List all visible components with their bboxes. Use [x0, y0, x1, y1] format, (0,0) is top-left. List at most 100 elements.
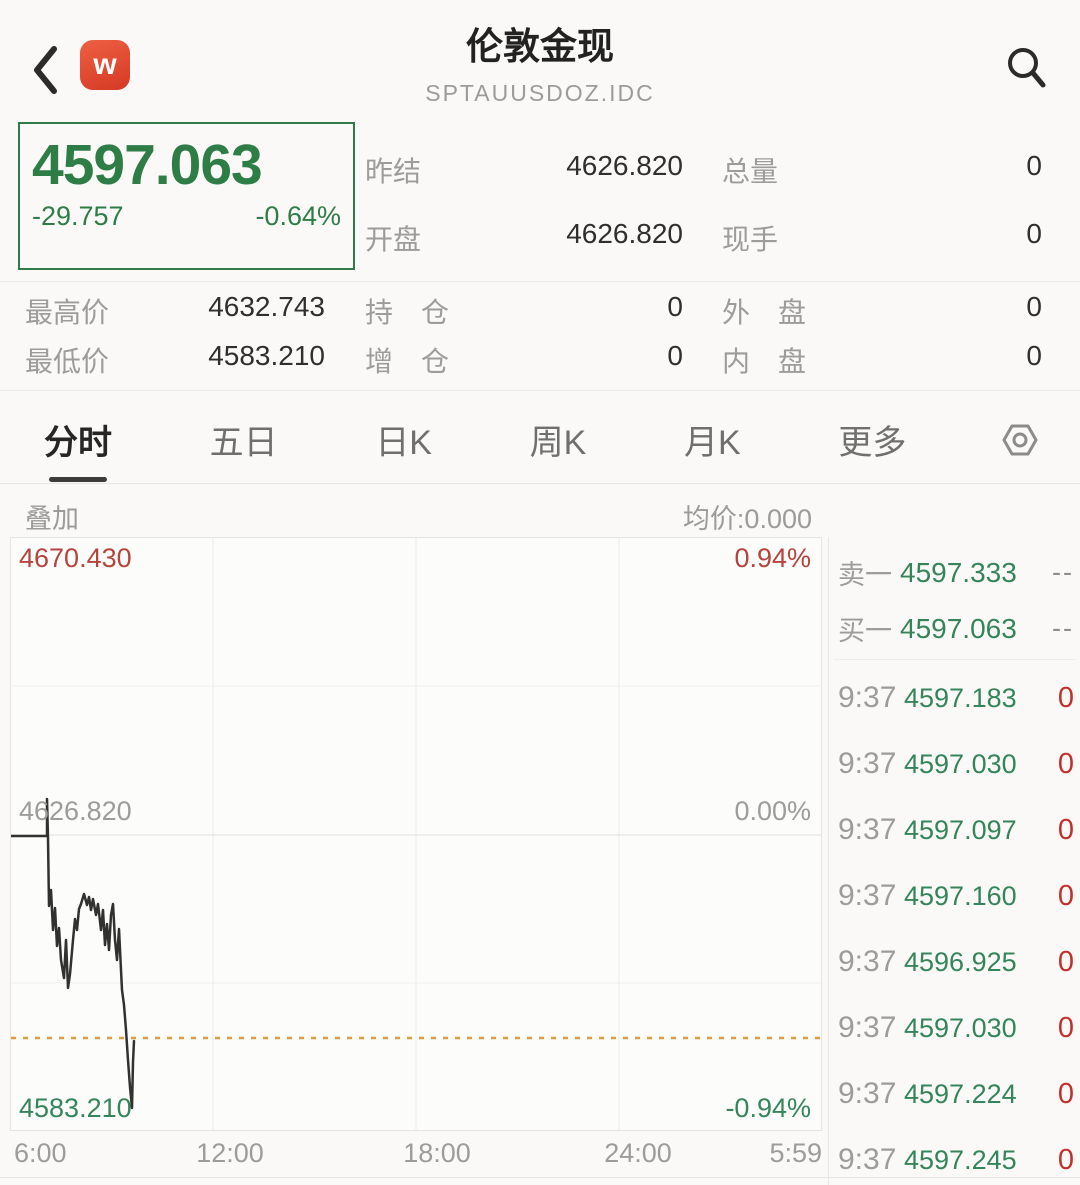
trade-row[interactable]: 9:37 4597.183 0 [832, 665, 1080, 731]
tab-weekly-k[interactable]: 周K [524, 397, 593, 482]
high-value: 4632.743 [208, 291, 325, 322]
active-tab-underline [49, 477, 107, 482]
avg-price-label: 均价:0.000 [682, 504, 812, 534]
trade-volume: 0 [1057, 747, 1074, 780]
tab-monthly-k-label: 月K [684, 424, 741, 462]
trade-price: 4597.097 [904, 814, 1017, 845]
trade-row[interactable]: 9:37 4597.097 0 [832, 797, 1080, 863]
trade-time: 9:37 [838, 1077, 897, 1110]
chart-settings-icon[interactable] [998, 418, 1042, 462]
page-title: 伦敦金现 [466, 26, 614, 67]
trade-row[interactable]: 9:37 4597.030 0 [832, 995, 1080, 1061]
trade-time: 9:37 [838, 681, 897, 714]
last-price-box: 4597.063 -29.757 -0.64% [18, 122, 355, 270]
trade-time: 9:37 [838, 747, 897, 780]
prev-settle-value: 4626.820 [566, 150, 683, 181]
x-axis: 6:00 12:00 18:00 24:00 5:59 [10, 1138, 822, 1174]
order-book-panel: 卖一 4597.333 -- 买一 4597.063 -- 9:37 4597.… [832, 537, 1080, 1185]
price-change: -29.757 [32, 201, 124, 231]
trade-row[interactable]: 9:37 4597.245 0 [832, 1127, 1080, 1185]
trade-volume: 0 [1057, 1011, 1074, 1044]
ask-volume: -- [1052, 557, 1074, 587]
high-label: 最高价 [25, 297, 110, 328]
search-icon [1008, 48, 1046, 88]
tab-five-day[interactable]: 五日 [204, 397, 284, 482]
period-tabbar: 分时 五日 日K 周K 月K 更多 [0, 396, 1080, 484]
open-interest-value: 0 [667, 291, 683, 322]
overlay-button[interactable]: 叠加 [25, 504, 79, 534]
x-tick: 24:00 [604, 1138, 672, 1168]
tab-daily-k-label: 日K [375, 424, 432, 462]
trade-time: 9:37 [838, 813, 897, 846]
total-vol-value: 0 [1026, 150, 1042, 181]
low-label: 最低价 [25, 346, 110, 377]
y-label-zero-pct: 0.00% [734, 796, 811, 826]
tab-more-label: 更多 [838, 424, 907, 462]
trade-time: 9:37 [838, 945, 897, 978]
trade-price: 4596.925 [904, 946, 1017, 977]
price-line [11, 797, 136, 1110]
low-value: 4583.210 [208, 340, 325, 371]
trade-row[interactable]: 9:37 4597.030 0 [832, 731, 1080, 797]
divider [0, 390, 1080, 391]
x-tick: 5:59 [769, 1138, 822, 1168]
tab-monthly-k[interactable]: 月K [678, 397, 747, 482]
x-tick: 6:00 [14, 1138, 67, 1168]
tab-minute-label: 分时 [44, 424, 112, 462]
trade-price: 4597.030 [904, 748, 1017, 779]
outer-disc-label: 外 盘 [722, 297, 807, 328]
trade-volume: 0 [1057, 813, 1074, 846]
bid-volume: -- [1052, 613, 1074, 643]
trade-time: 9:37 [838, 1011, 897, 1044]
divider [0, 281, 1080, 282]
y-label-low: 4583.210 [19, 1093, 132, 1123]
wind-app-logo: w [80, 40, 130, 90]
bid-label: 买一 [838, 616, 892, 646]
intraday-chart[interactable]: 4670.430 0.94% 4626.820 0.00% 4583.210 -… [10, 537, 822, 1131]
back-button[interactable] [30, 44, 60, 96]
search-button[interactable] [1004, 44, 1048, 94]
trade-volume: 0 [1057, 1077, 1074, 1110]
total-vol-label: 总量 [722, 156, 779, 187]
tab-minute[interactable]: 分时 [38, 397, 118, 482]
y-label-high-pct: 0.94% [734, 543, 811, 573]
cur-vol-value: 0 [1026, 218, 1042, 249]
trade-price: 4597.030 [904, 1012, 1017, 1043]
trade-price: 4597.245 [904, 1144, 1017, 1175]
trade-volume: 0 [1057, 945, 1074, 978]
trade-price: 4597.224 [904, 1078, 1017, 1109]
tab-more[interactable]: 更多 [832, 397, 912, 482]
cur-vol-label: 现手 [722, 224, 779, 255]
open-value: 4626.820 [566, 218, 683, 249]
bid-price: 4597.063 [900, 612, 1017, 644]
trade-time: 9:37 [838, 1143, 897, 1176]
trade-row[interactable]: 9:37 4597.160 0 [832, 863, 1080, 929]
trade-time: 9:37 [838, 879, 897, 912]
trade-row[interactable]: 9:37 4596.925 0 [832, 929, 1080, 995]
y-label-prevclose: 4626.820 [19, 796, 132, 826]
trade-volume: 0 [1057, 879, 1074, 912]
chart-canvas [11, 538, 821, 1130]
oi-change-label: 增 仓 [365, 346, 450, 377]
x-tick: 18:00 [403, 1138, 471, 1168]
bid-row[interactable]: 买一 4597.063 -- [832, 609, 1080, 648]
divider [0, 1177, 1080, 1178]
y-label-high: 4670.430 [19, 543, 132, 573]
inner-disc-label: 内 盘 [722, 346, 807, 377]
trade-tick-list[interactable]: 9:37 4597.183 0 9:37 4597.030 0 9:37 459… [832, 665, 1080, 1185]
tab-daily-k[interactable]: 日K [369, 397, 438, 482]
outer-disc-value: 0 [1026, 291, 1042, 322]
chevron-left-icon [34, 46, 57, 94]
price-change-pct: -0.64% [255, 201, 341, 231]
open-interest-label: 持 仓 [365, 297, 450, 328]
trade-price: 4597.160 [904, 880, 1017, 911]
ask-row[interactable]: 卖一 4597.333 -- [832, 553, 1080, 592]
ask-label: 卖一 [838, 560, 892, 590]
ask-price: 4597.333 [900, 556, 1017, 588]
logo-letter: w [93, 48, 117, 81]
tab-weekly-k-label: 周K [529, 424, 587, 462]
trade-price: 4597.183 [904, 682, 1017, 713]
trade-volume: 0 [1057, 681, 1074, 714]
trade-row[interactable]: 9:37 4597.224 0 [832, 1061, 1080, 1127]
